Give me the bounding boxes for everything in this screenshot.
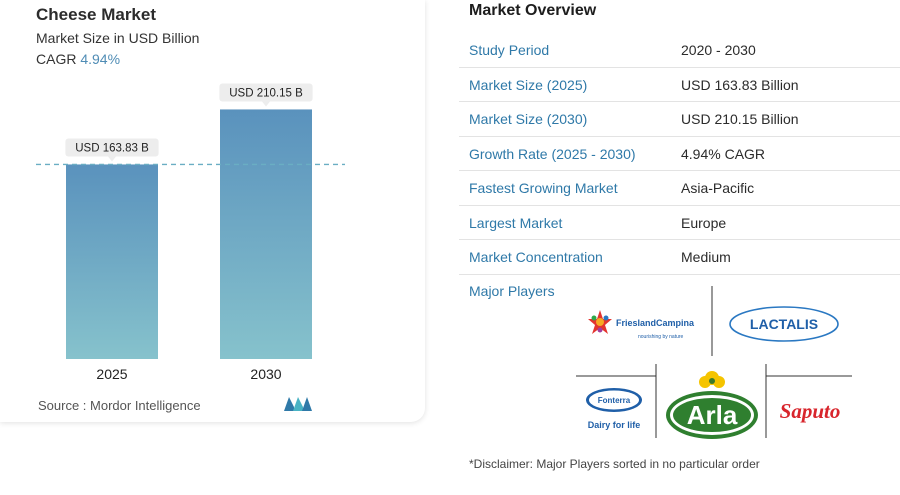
disclaimer: *Disclaimer: Major Players sorted in no … [469,457,760,471]
arla-logo: Arla [666,371,758,439]
chart-subtitle: Market Size in USD Billion [36,30,200,46]
overview-value: Europe [681,214,727,231]
cagr-value: 4.94% [80,51,121,67]
data-label: USD 163.83 B [75,142,149,154]
cagr-label: CAGR [36,51,77,67]
mordor-logo-icon [284,397,312,411]
overview-label: Market Size (2025) [469,76,588,93]
svg-text:nourishing by nature: nourishing by nature [638,334,684,340]
overview-row: Study Period 2020 - 2030 [459,33,900,68]
svg-text:Dairy for life: Dairy for life [588,420,641,430]
frieslandcampina-wordmark: FrieslandCampina [616,318,695,328]
cagr-line: CAGR 4.94% [36,51,120,67]
data-label: USD 210.15 B [229,87,303,99]
bar-2025 [66,164,158,359]
overview-title: Market Overview [469,2,597,19]
overview-row: Market Concentration Medium [459,240,900,275]
data-label-pointer [262,101,270,107]
bar-chart: USD 163.83 B USD 210.15 B 2025 2030 [36,83,345,382]
overview-table: Study Period 2020 - 2030 Market Size (20… [459,33,900,275]
chart-card: Cheese Market Market Size in USD Billion… [0,0,425,422]
overview-label: Largest Market [469,214,563,231]
x-tick-label: 2025 [96,366,127,382]
data-label-pointer [108,156,116,162]
saputo-wordmark: Saputo [780,399,841,423]
overview-value: 2020 - 2030 [681,42,756,58]
overview-value: USD 163.83 Billion [681,76,799,93]
major-players-title: Major Players [469,283,555,299]
lactalis-logo: LACTALIS [729,306,839,342]
overview-row: Growth Rate (2025 - 2030) 4.94% CAGR [459,137,900,171]
arla-wordmark: Arla [687,400,738,430]
overview-label: Market Concentration [469,249,603,265]
x-tick-label: 2030 [250,366,281,382]
saputo-logo: Saputo [780,399,841,423]
overview-label: Market Size (2030) [469,111,588,127]
overview-value: Asia-Pacific [681,180,755,196]
fonterra-wordmark: Fonterra [598,396,631,405]
data-label-box [65,138,159,157]
overview-row: Largest Market Europe [459,206,900,240]
overview-value: USD 210.15 Billion [681,111,799,127]
overview-value: 4.94% CAGR [681,145,766,162]
major-players-grid: FrieslandCampina nourishing by nature LA… [576,286,852,439]
overview-label: Growth Rate (2025 - 2030) [469,145,636,162]
overview-row: Market Size (2025) USD 163.83 Billion [459,68,900,102]
frieslandcampina-logo: FrieslandCampina nourishing by nature [588,310,695,340]
overview-label: Study Period [469,42,550,58]
overview-label: Fastest Growing Market [469,180,618,196]
overview-value: Medium [681,249,731,265]
lactalis-wordmark: LACTALIS [750,316,818,332]
data-label-box [219,83,313,102]
chart-title: Cheese Market [36,5,157,24]
fonterra-logo: Fonterra Dairy for life [586,388,642,430]
source-note: Source : Mordor Intelligence [38,398,201,413]
bar-2030 [220,109,312,360]
overview-row: Market Size (2030) USD 210.15 Billion [459,102,900,137]
overview-row: Fastest Growing Market Asia-Pacific [459,171,900,206]
